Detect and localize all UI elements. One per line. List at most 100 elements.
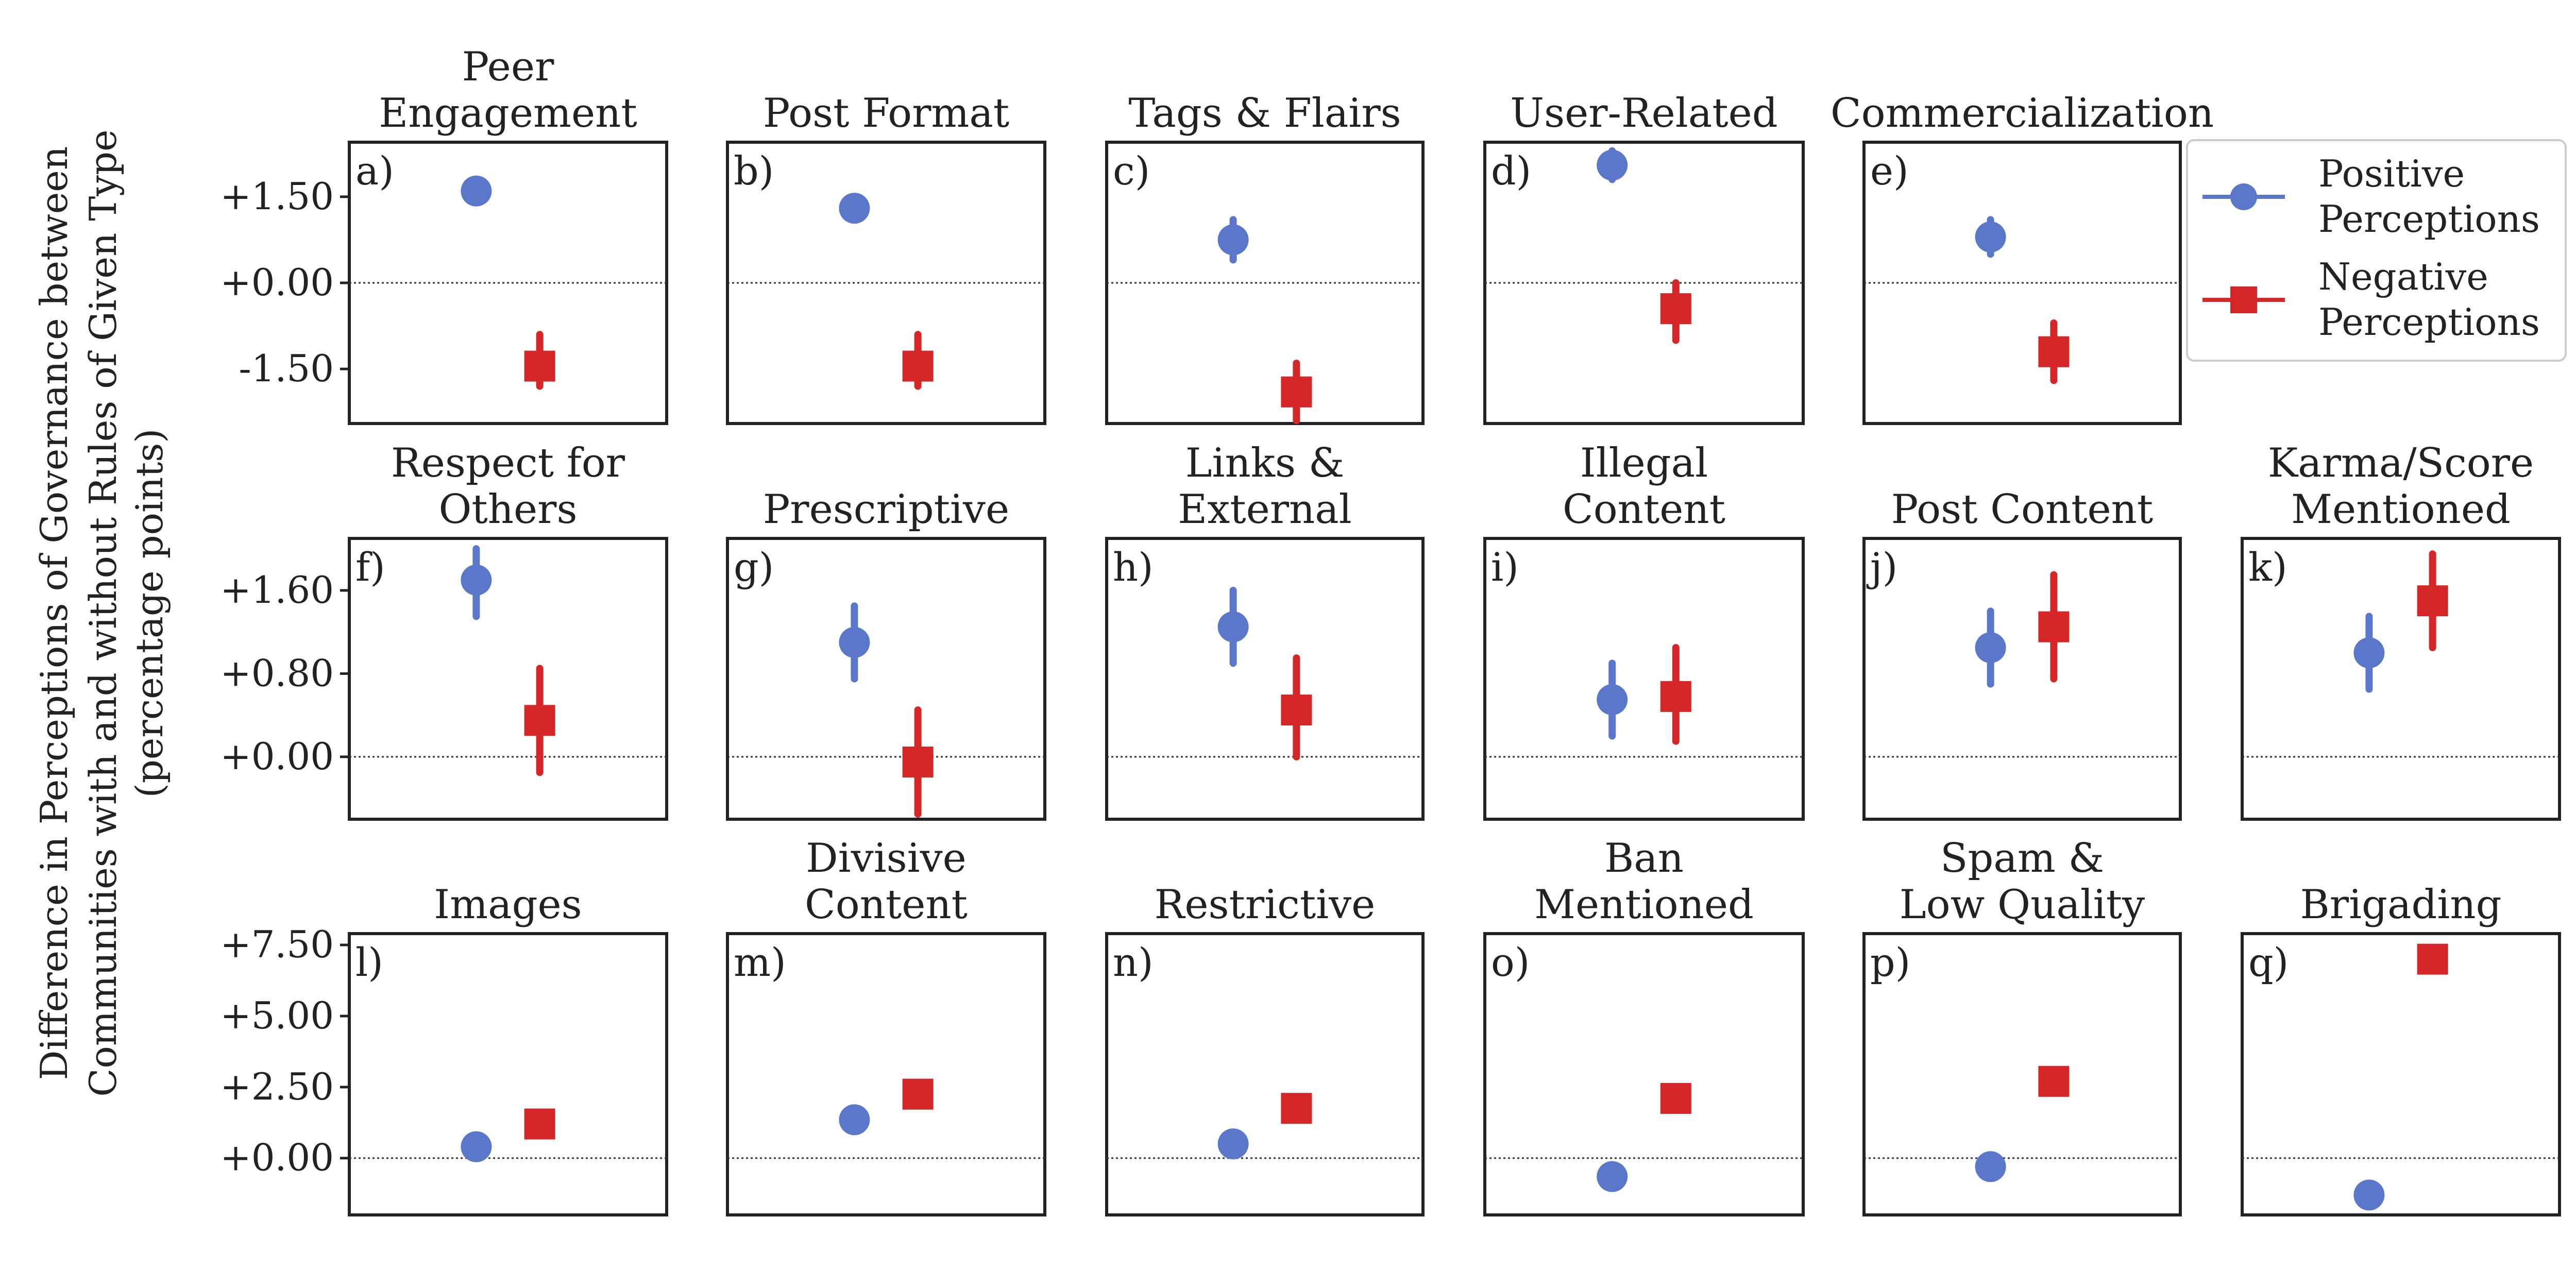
- panel-letter: i): [1491, 544, 1519, 590]
- panel-title-line: Post Content: [1891, 486, 2153, 533]
- positive-point: [839, 1104, 870, 1136]
- panel-frame: [2241, 932, 2561, 1216]
- panel-e: Commercialization e): [1831, 90, 2214, 425]
- negative-point: [2417, 943, 2448, 975]
- panel-frame: [726, 932, 1046, 1216]
- panel-l: Images l) +7.50 +5.00 +2.50 +0.00: [220, 882, 668, 1216]
- panel-letter: h): [1113, 544, 1154, 590]
- panel-frame: [1483, 932, 1805, 1216]
- positive-point: [1217, 611, 1249, 643]
- y-tick-label: -1.50: [239, 347, 334, 390]
- panel-c: Tags & Flairs c): [1105, 90, 1425, 425]
- legend-label-line: Negative: [2318, 255, 2488, 298]
- positive-point: [1597, 149, 1628, 181]
- panel-frame: [1105, 537, 1425, 821]
- y-tick-label: +0.00: [220, 261, 334, 304]
- y-tick-label: +0.00: [220, 735, 334, 778]
- positive-point: [2353, 637, 2385, 669]
- panel-letter: q): [2248, 939, 2289, 985]
- panel-title-line: User-Related: [1510, 90, 1777, 137]
- y-tick-label: +0.80: [220, 651, 334, 695]
- legend-marker-square: [2230, 286, 2257, 313]
- figure-y-label-line-2: Communities with and without Rules of Gi…: [81, 129, 125, 1096]
- negative-point: [524, 350, 555, 382]
- panel-frame: [348, 537, 668, 821]
- panel-frame: [1862, 537, 2182, 821]
- panel-letter: l): [355, 939, 383, 985]
- panel-letter: g): [734, 544, 774, 590]
- panel-letter: p): [1870, 939, 1910, 985]
- legend-label-line: Perceptions: [2318, 300, 2540, 344]
- panel-letter: b): [734, 148, 774, 194]
- positive-point: [2353, 1179, 2385, 1211]
- panel-frame: [2241, 537, 2561, 821]
- panel-title-line: Prescriptive: [763, 486, 1009, 533]
- negative-point: [2038, 611, 2070, 643]
- positive-point: [461, 175, 492, 207]
- panel-frame: [1862, 932, 2182, 1216]
- panel-title-line: Spam &: [1940, 835, 2104, 882]
- panel-title-line: Peer: [462, 44, 554, 90]
- negative-point: [902, 746, 934, 777]
- negative-point: [1281, 1093, 1312, 1124]
- panel-j: Post Content j): [1862, 486, 2182, 821]
- positive-point: [461, 1131, 492, 1162]
- panel-title-line: Divisive: [806, 835, 967, 882]
- panel-letter: m): [734, 939, 786, 985]
- panel-title-line: Restrictive: [1155, 882, 1376, 928]
- panel-letter: e): [1870, 148, 1909, 194]
- panel-b: Post Format b): [726, 90, 1046, 425]
- panel-title-line: External: [1178, 486, 1351, 533]
- panel-title-line: Low Quality: [1900, 882, 2145, 928]
- positive-point: [1597, 684, 1628, 715]
- y-tick-label: +5.00: [220, 994, 334, 1037]
- positive-point: [1975, 221, 2006, 252]
- positive-point: [839, 193, 870, 224]
- panel-title-line: Links &: [1185, 440, 1345, 486]
- negative-point: [2038, 336, 2070, 367]
- y-tick-label: +7.50: [220, 923, 334, 966]
- panel-frame: [1105, 932, 1425, 1216]
- negative-point: [902, 1078, 934, 1110]
- positive-point: [1217, 224, 1249, 256]
- positive-point: [1217, 1128, 1249, 1160]
- panel-frame: [726, 537, 1046, 821]
- panel-letter: n): [1113, 939, 1154, 985]
- panel-letter: d): [1491, 148, 1531, 194]
- positive-point: [839, 627, 870, 658]
- panel-title-line: Images: [434, 882, 582, 928]
- panel-p: Spam &Low Quality p): [1862, 835, 2182, 1216]
- panel-letter: f): [355, 544, 385, 590]
- negative-point: [1281, 695, 1312, 726]
- legend-label-line: Perceptions: [2318, 197, 2540, 241]
- y-tick-label: +1.50: [220, 175, 334, 218]
- panel-d: User-Related d): [1483, 90, 1805, 425]
- panel-g: Prescriptive g): [726, 486, 1046, 821]
- panel-frame: [1483, 537, 1805, 821]
- negative-point: [524, 705, 555, 736]
- panel-title-line: Respect for: [391, 440, 625, 486]
- positive-point: [1975, 632, 2006, 663]
- negative-point: [1281, 376, 1312, 408]
- panel-h: Links &External h): [1105, 440, 1425, 821]
- positive-point: [1975, 1151, 2006, 1182]
- panel-title-line: Illegal: [1580, 440, 1708, 486]
- negative-point: [1660, 293, 1691, 325]
- panel-letter: k): [2248, 544, 2287, 590]
- panel-frame: [348, 932, 668, 1216]
- panel-title-line: Brigading: [2300, 882, 2501, 928]
- panel-title-line: Mentioned: [2291, 486, 2511, 533]
- panel-title-line: Mentioned: [1534, 882, 1754, 928]
- negative-point: [524, 1108, 555, 1140]
- panel-letter: c): [1113, 148, 1150, 194]
- panel-title-line: Engagement: [379, 90, 637, 137]
- y-tick-label: +1.60: [220, 568, 334, 612]
- negative-point: [1660, 681, 1691, 712]
- negative-point: [1660, 1083, 1691, 1114]
